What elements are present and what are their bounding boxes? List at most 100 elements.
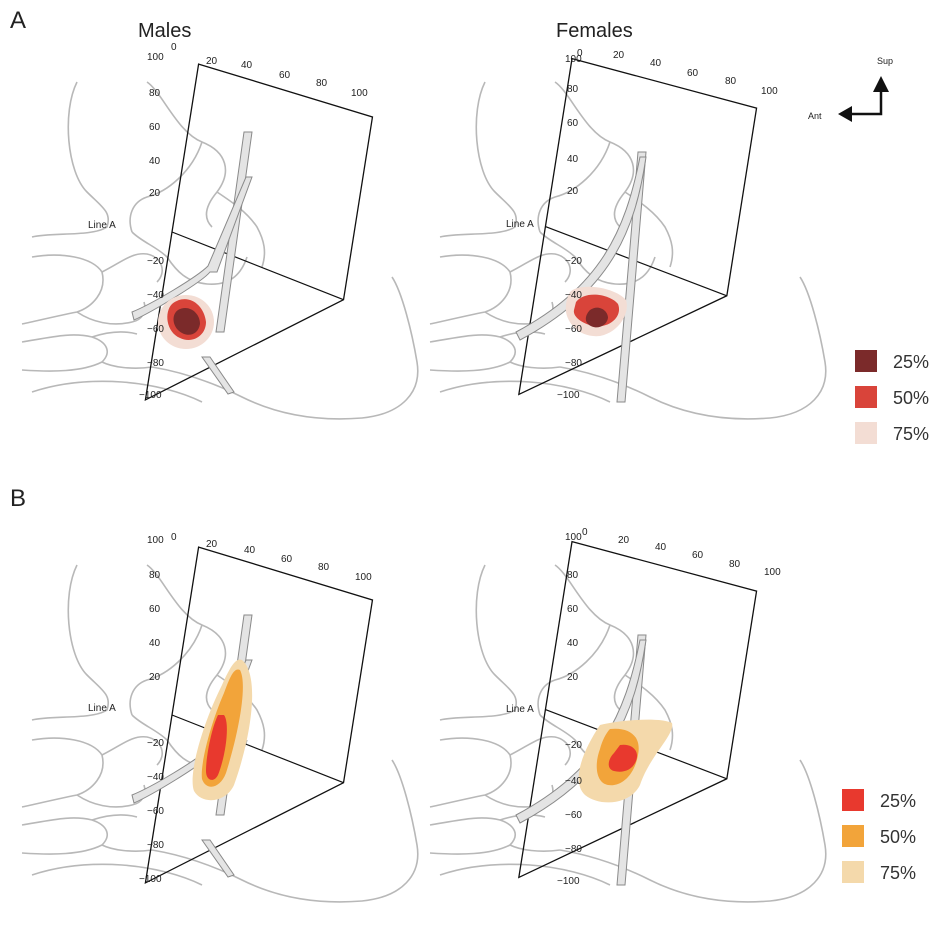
y-tick-label: −60: [147, 806, 164, 817]
y-tick-label: −100: [557, 390, 580, 401]
grid-frame: [518, 57, 758, 396]
plot-a-males: [21, 63, 419, 420]
y-tick-label: 100: [565, 532, 582, 543]
arrow-left-icon: [838, 106, 852, 122]
y-tick-label: 60: [567, 118, 579, 129]
zones: [192, 659, 253, 801]
zones: [565, 286, 627, 337]
y-tick-label: 100: [565, 54, 582, 65]
x-tick-label: 60: [281, 554, 293, 565]
x-tick-label: 40: [650, 58, 662, 69]
y-tick-label: 20: [149, 672, 161, 683]
orientation-sup-label: Sup: [877, 56, 893, 66]
plot-b-females: [429, 540, 827, 903]
x-tick-label: 60: [692, 550, 704, 561]
plot-a-females: [429, 57, 827, 420]
y-tick-label: 100: [147, 535, 164, 546]
legend-swatch: [855, 350, 877, 372]
y-tick-label: −40: [565, 290, 582, 301]
x-tick-label: 60: [279, 70, 291, 81]
y-tick-label: −20: [565, 740, 582, 751]
legend-label: 75%: [893, 424, 929, 444]
zone-25: [173, 307, 200, 335]
x-tick-label: 80: [318, 562, 330, 573]
line-a-label: Line A: [506, 704, 534, 715]
y-tick-label: 20: [567, 186, 579, 197]
zones: [158, 295, 214, 349]
y-tick-label: −80: [147, 840, 164, 851]
x-tick-label: 20: [206, 56, 218, 67]
x-tick-label: 20: [618, 535, 630, 546]
y-tick-label: −60: [147, 324, 164, 335]
legend-label: 50%: [893, 388, 929, 408]
y-tick-label: 20: [567, 672, 579, 683]
column-title-males: Males: [138, 20, 191, 42]
line-a-label: Line A: [88, 703, 116, 714]
x-tick-label: 60: [687, 68, 699, 79]
x-tick-label: 100: [761, 86, 778, 97]
y-tick-label: −20: [147, 738, 164, 749]
y-tick-label: −80: [147, 358, 164, 369]
y-tick-label: −60: [565, 324, 582, 335]
x-tick-label: 100: [764, 567, 781, 578]
line-a: [171, 714, 344, 784]
legend-swatch: [842, 825, 864, 847]
panel-letter-b: B: [10, 485, 26, 512]
x-tick-label: 40: [241, 60, 253, 71]
zones: [578, 719, 673, 803]
zone-25: [206, 715, 227, 780]
vessels: [131, 131, 253, 395]
orientation-ant-label: Ant: [808, 111, 822, 121]
x-tick-label: 0: [171, 532, 177, 543]
y-tick-label: 80: [567, 84, 579, 95]
y-tick-label: 60: [149, 122, 161, 133]
y-tick-label: 100: [147, 52, 164, 63]
legend-swatch: [842, 789, 864, 811]
legend-a: 25% 50% 75%: [855, 350, 929, 444]
x-tick-label: 80: [729, 559, 741, 570]
y-tick-label: 40: [567, 638, 579, 649]
vessels: [515, 151, 647, 403]
y-tick-label: 40: [567, 154, 579, 165]
y-tick-label: −100: [139, 390, 162, 401]
grid-frame: [144, 63, 374, 402]
y-tick-label: 40: [149, 156, 161, 167]
x-tick-label: 80: [316, 78, 328, 89]
legend-swatch: [855, 422, 877, 444]
y-tick-label: 40: [149, 638, 161, 649]
panel-letter-a: A: [10, 7, 26, 34]
x-tick-label: 80: [725, 76, 737, 87]
legend-label: 50%: [880, 827, 916, 847]
legend-label: 25%: [893, 352, 929, 372]
y-tick-label: 80: [567, 570, 579, 581]
y-tick-label: −60: [565, 810, 582, 821]
zone-25: [585, 307, 608, 328]
x-tick-label: 100: [351, 88, 368, 99]
legend-label: 25%: [880, 791, 916, 811]
legend-swatch: [842, 861, 864, 883]
orientation-indicator: Sup Ant: [808, 56, 893, 122]
x-tick-label: 0: [171, 42, 177, 53]
y-tick-label: −40: [147, 290, 164, 301]
x-tick-label: 20: [206, 539, 218, 550]
y-tick-label: −40: [565, 776, 582, 787]
y-tick-label: 80: [149, 88, 161, 99]
line-a-label: Line A: [88, 220, 116, 231]
legend-label: 75%: [880, 863, 916, 883]
line-a: [171, 231, 344, 301]
y-tick-label: 20: [149, 188, 161, 199]
zone-25: [608, 744, 638, 772]
column-title-females: Females: [556, 20, 633, 42]
y-tick-label: 60: [149, 604, 161, 615]
x-tick-label: 40: [655, 542, 667, 553]
y-tick-label: −20: [147, 256, 164, 267]
y-tick-label: −40: [147, 772, 164, 783]
legend-swatch: [855, 386, 877, 408]
x-tick-label: 100: [355, 572, 372, 583]
y-tick-label: −100: [557, 876, 580, 887]
plot-b-males: [21, 546, 419, 903]
y-tick-label: 80: [149, 570, 161, 581]
y-tick-label: −80: [565, 358, 582, 369]
y-tick-label: 60: [567, 604, 579, 615]
